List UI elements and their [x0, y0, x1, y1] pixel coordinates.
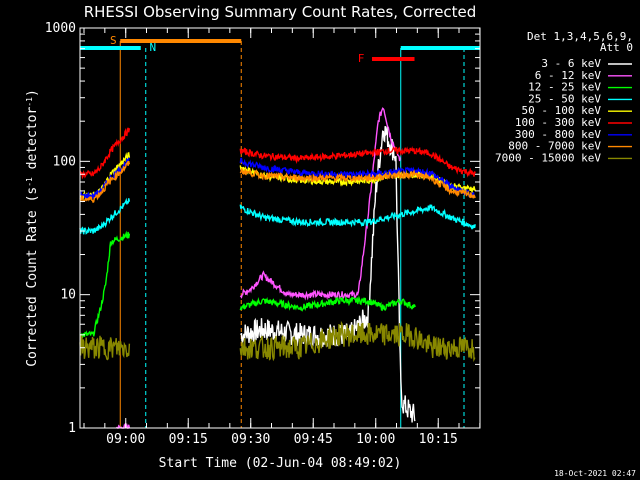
legend-entry-label: 300 - 800 keV	[515, 128, 601, 141]
series-7	[79, 160, 476, 204]
y-tick-label: 100	[53, 154, 76, 169]
annotation-f-label: F	[358, 52, 365, 65]
series-line-7-1b	[239, 167, 476, 199]
series-line-5-0b	[79, 127, 131, 180]
legend-entry-label: 100 - 300 keV	[515, 116, 601, 129]
x-axis-label: Start Time (02-Jun-04 08:49:02)	[159, 456, 402, 471]
chart-title: RHESSI Observing Summary Count Rates, Co…	[84, 3, 477, 21]
y-axis-label-sup1: -1	[25, 177, 34, 187]
plot-frame	[79, 27, 481, 429]
series-8	[79, 320, 476, 363]
series-line-8-1b	[239, 320, 476, 363]
axis-ticks: 1 10 100 1000 09:00 09:15 09:30 09:45 10:00 10:15	[45, 21, 481, 447]
y-axis-label: Corrected Count Rate (s-1 detector-1)	[25, 89, 41, 367]
series-line-8-0b	[79, 335, 131, 361]
series-3	[79, 197, 476, 235]
series-line-6-1b	[239, 157, 476, 199]
y-axis-label-mid: detector	[25, 107, 40, 178]
x-tick-label: 09:45	[294, 432, 333, 447]
series-line-7-0b	[79, 160, 131, 204]
legend-entry-label: 800 - 7000 keV	[508, 140, 601, 153]
x-tick-label: 10:00	[356, 432, 395, 447]
legend-entry-label: 50 - 100 keV	[522, 104, 602, 117]
legend-header-line: Det 1,3,4,5,6,9,	[527, 30, 633, 43]
timestamp-label: 18-Oct-2021 02:47	[554, 469, 636, 478]
legend-header-line: Att 0	[600, 41, 633, 54]
y-axis-label-end: )	[25, 89, 40, 97]
annotation-n-label: N	[149, 41, 156, 54]
y-tick-label: 10	[60, 288, 76, 303]
series-line-2-0b	[79, 230, 131, 339]
series-layer	[79, 107, 476, 429]
series-line-5-1b	[239, 145, 476, 178]
legend-entry-label: 12 - 25 keV	[528, 81, 601, 94]
y-tick-label: 1	[68, 421, 76, 436]
series-line-3-1b	[239, 204, 476, 230]
legend-entry-label: 25 - 50 keV	[528, 92, 601, 105]
series-line-1-1b	[239, 107, 401, 301]
x-tick-label: 10:15	[419, 432, 458, 447]
y-tick-label: 1000	[45, 21, 76, 36]
series-2	[79, 230, 416, 339]
legend-entry-label: 7000 - 15000 keV	[495, 151, 601, 164]
series-line-3-0b	[79, 197, 131, 235]
x-tick-label: 09:30	[231, 432, 270, 447]
series-line-2-1b	[239, 295, 416, 312]
legend-entry-label: 3 - 6 keV	[541, 57, 601, 70]
x-tick-label: 09:15	[169, 432, 208, 447]
legend-entry-label: 6 - 12 keV	[535, 69, 602, 82]
y-axis-label-main: Corrected Count Rate (s	[25, 187, 40, 367]
series-5	[79, 127, 476, 180]
annotation-s-label: S	[110, 34, 117, 47]
y-axis-label-sup2: -1	[25, 97, 34, 107]
x-tick-label: 09:00	[106, 432, 145, 447]
